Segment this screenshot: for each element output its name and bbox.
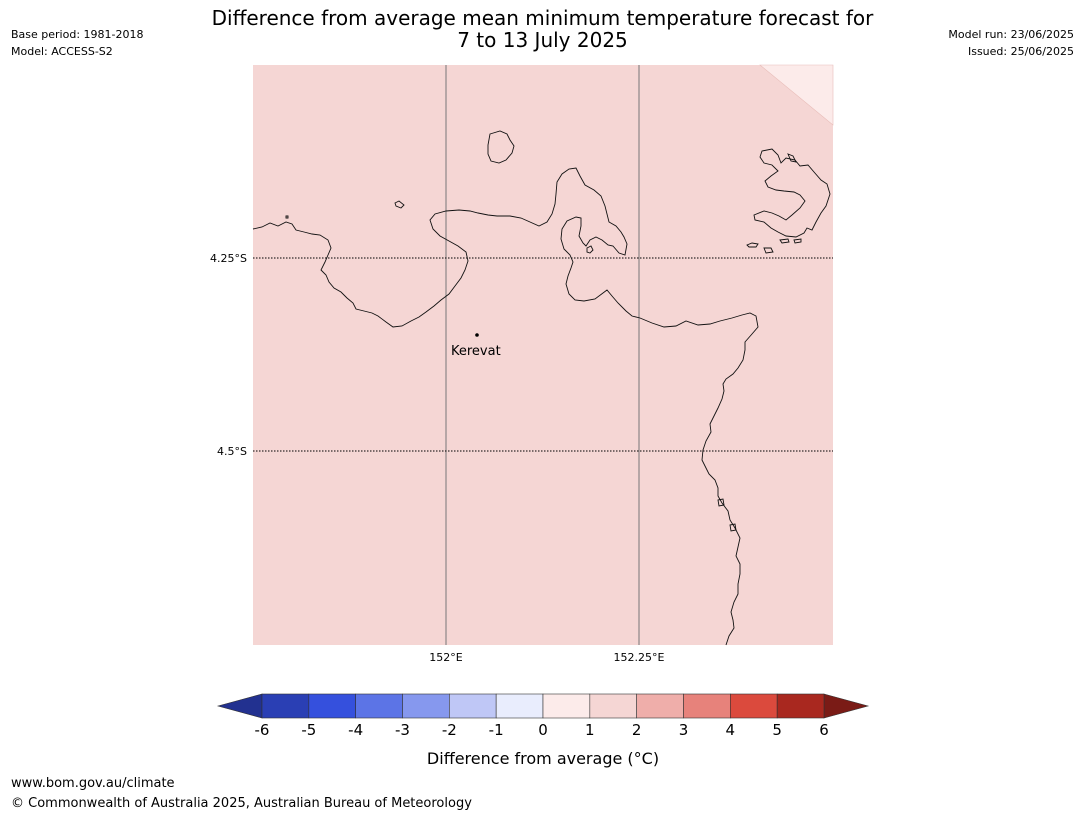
model-run: Model run: 23/06/2025 [948,28,1074,41]
coastlines [252,130,831,646]
colorbar-label: Difference from average (°C) [427,749,659,768]
colorbar-tick-label: 1 [585,721,595,739]
islet-east-7 [729,523,737,532]
map-corner-region [759,64,834,126]
colorbar: -6 -5 -4 -3 -2 -1 0 1 2 3 4 5 6 Difference from aver… [216,693,870,768]
colorbar-segment [355,693,403,719]
lon-label-152e: 152°E [429,651,462,664]
colorbar-tick-label: -5 [301,721,316,739]
colorbar-segment [542,693,591,719]
meta-right: Model run: 23/06/2025 Issued: 25/06/2025 [948,26,1074,60]
islet-east-2 [763,247,774,254]
lat-label-4-25s: 4.25°S [210,252,247,265]
colorbar-tick-label: 6 [819,721,829,739]
islet-dot [285,215,289,219]
base-period: Base period: 1981-2018 [11,28,144,41]
colorbar-segment [636,693,684,719]
colorbar-segment [776,693,825,719]
title-line-1: Difference from average mean minimum tem… [211,6,874,30]
coastline-main [252,167,759,646]
colorbar-segment [495,693,544,719]
islet-east-4 [793,238,802,244]
colorbar-segment [308,693,356,719]
islet-mid [586,245,594,254]
islet-east-3 [779,238,790,244]
colorbar-tick-label: -6 [255,721,270,739]
colorbar-segment [683,693,731,719]
title-line-2: 7 to 13 July 2025 [457,28,628,52]
model-name: Model: ACCESS-S2 [11,45,113,58]
colorbar-segment [730,693,778,719]
colorbar-segment [449,693,497,719]
colorbar-segment [589,693,637,719]
colorbar-tick-label: 2 [632,721,642,739]
colorbar-tick-label: 0 [538,721,548,739]
footer-url[interactable]: www.bom.gov.au/climate [11,776,175,791]
islet-east-5 [787,153,797,163]
colorbar-tick-label: 5 [772,721,782,739]
colorbar-tick-label: 3 [679,721,689,739]
colorbar-extend-left [216,693,263,719]
islet-north [487,130,515,164]
page-title: Difference from average mean minimum tem… [0,7,1085,51]
kerevat-label: Kerevat [451,344,501,359]
footer-copyright: © Commonwealth of Australia 2025, Austra… [11,796,472,811]
meta-left: Base period: 1981-2018 Model: ACCESS-S2 [11,26,143,60]
colorbar-tick-label: -3 [395,721,410,739]
map-background [253,65,833,645]
colorbar-tick-label: -2 [442,721,457,739]
islet-east-6 [717,498,725,507]
colorbar-segment [402,693,450,719]
islet-west [394,200,405,209]
lat-label-4-5s: 4.5°S [217,445,247,458]
footer: www.bom.gov.au/climate © Commonwealth of… [11,774,472,814]
islands-duke-of-york [753,148,831,238]
colorbar-segment [261,693,310,719]
lon-label-152-25e: 152.25°E [614,651,665,664]
colorbar-extend-right [823,693,870,719]
colorbar-tick-label: 4 [726,721,736,739]
islet-east-1 [746,242,759,248]
colorbar-tick-label: -1 [489,721,504,739]
kerevat-marker [475,333,479,337]
issued-date: Issued: 25/06/2025 [967,45,1074,58]
colorbar-tick-label: -4 [348,721,363,739]
